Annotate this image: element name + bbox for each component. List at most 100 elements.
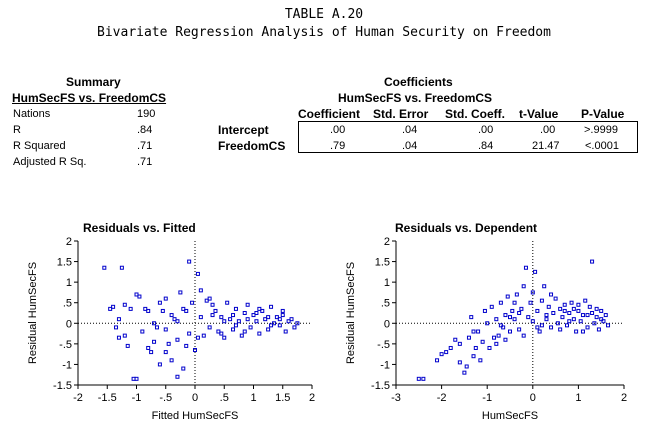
data-point bbox=[594, 306, 599, 311]
data-point bbox=[269, 304, 274, 309]
data-point bbox=[292, 325, 297, 330]
data-point bbox=[567, 319, 572, 324]
x-tick-label: 2 bbox=[309, 392, 315, 404]
residuals-vs-fitted-chart: Residuals vs. Fitted-1.5-1-.50.511.52-2-… bbox=[27, 221, 315, 422]
data-point bbox=[558, 306, 563, 311]
data-point bbox=[198, 288, 203, 293]
y-tick-label: -1.5 bbox=[53, 380, 72, 392]
data-point bbox=[190, 300, 195, 305]
data-point bbox=[549, 325, 554, 330]
data-point bbox=[448, 345, 453, 350]
data-point bbox=[225, 300, 230, 305]
summary-label: R Squared bbox=[13, 140, 66, 152]
data-point bbox=[473, 345, 478, 350]
x-axis-label: HumSecFS bbox=[482, 410, 538, 422]
data-point bbox=[494, 317, 499, 322]
data-point bbox=[585, 325, 590, 330]
data-point bbox=[163, 350, 168, 355]
data-point bbox=[233, 306, 238, 311]
row-label-freedomcs: FreedomCS bbox=[218, 139, 286, 153]
data-point bbox=[178, 290, 183, 295]
table-cell: 21.47 bbox=[532, 140, 560, 152]
data-point bbox=[508, 329, 512, 334]
data-point bbox=[496, 333, 501, 338]
data-point bbox=[571, 317, 576, 322]
y-tick-label: 1.5 bbox=[375, 257, 390, 269]
data-point bbox=[576, 308, 581, 313]
data-point bbox=[119, 265, 124, 270]
data-point bbox=[526, 315, 531, 320]
y-tick-label: 0 bbox=[66, 318, 72, 330]
data-point bbox=[549, 292, 554, 297]
x-tick-label: -1 bbox=[132, 392, 142, 404]
data-point bbox=[122, 333, 127, 338]
residual-plots: Residuals vs. Fitted-1.5-1-.50.511.52-2-… bbox=[27, 221, 627, 422]
y-tick-label: 1 bbox=[66, 277, 72, 289]
data-point bbox=[187, 331, 192, 336]
col-header: t-Value bbox=[519, 107, 559, 121]
data-point bbox=[184, 343, 189, 348]
data-point bbox=[231, 313, 236, 318]
data-point bbox=[280, 313, 285, 318]
data-point bbox=[466, 335, 471, 340]
data-point bbox=[555, 321, 560, 326]
data-point bbox=[242, 329, 247, 334]
x-tick-label: -1.5 bbox=[98, 392, 117, 404]
data-point bbox=[571, 306, 576, 311]
residuals-vs-dependent-chart: Residuals vs. Dependent -1.5 -1 -.5 0 .5 1 1.5 2… bbox=[345, 221, 627, 422]
row-label-intercept: Intercept bbox=[218, 123, 269, 137]
data-point bbox=[175, 374, 180, 379]
data-point bbox=[551, 311, 556, 315]
x-tick-label: 0 bbox=[530, 392, 536, 404]
y-tick-label: 1.5 bbox=[57, 257, 72, 269]
data-point bbox=[519, 306, 524, 311]
data-point bbox=[210, 302, 215, 307]
x-tick-label: -2 bbox=[73, 392, 83, 404]
data-point bbox=[266, 315, 271, 320]
data-point bbox=[585, 313, 590, 318]
data-point bbox=[239, 333, 244, 338]
data-point bbox=[512, 317, 517, 322]
data-point bbox=[562, 308, 567, 313]
data-point bbox=[498, 300, 503, 305]
data-point bbox=[195, 335, 200, 340]
data-point bbox=[157, 362, 162, 367]
table-cell: .79 bbox=[330, 140, 346, 152]
data-point bbox=[254, 311, 259, 315]
x-tick-label: 0 bbox=[192, 392, 198, 404]
coefficients-heading: Coefficients bbox=[384, 75, 453, 89]
data-point bbox=[152, 321, 157, 326]
data-point bbox=[514, 292, 519, 297]
col-header: Std. Error bbox=[373, 107, 429, 121]
data-point bbox=[530, 319, 535, 324]
data-point bbox=[245, 317, 250, 322]
table-cell: >.9999 bbox=[584, 124, 618, 136]
y-axis-label: Residual HumSecFS bbox=[27, 262, 39, 364]
col-header: Coefficient bbox=[298, 107, 361, 121]
data-point bbox=[583, 298, 588, 303]
data-point bbox=[503, 337, 508, 342]
data-point bbox=[233, 323, 238, 328]
data-point bbox=[521, 333, 526, 338]
data-point bbox=[599, 317, 604, 322]
data-point bbox=[222, 319, 227, 324]
data-point bbox=[535, 325, 540, 330]
data-point bbox=[521, 284, 526, 289]
x-tick-label: 1 bbox=[250, 392, 256, 404]
y-tick-label: -.5 bbox=[377, 339, 390, 351]
data-point bbox=[122, 302, 127, 307]
data-point bbox=[175, 319, 180, 324]
y-tick-label: 2 bbox=[384, 236, 390, 248]
data-point bbox=[580, 313, 585, 318]
data-point bbox=[453, 337, 458, 342]
summary-heading: Summary bbox=[66, 75, 121, 89]
data-point bbox=[114, 325, 119, 330]
data-point bbox=[517, 327, 522, 332]
data-point bbox=[228, 317, 233, 322]
data-point bbox=[160, 308, 165, 313]
data-point bbox=[594, 315, 599, 320]
data-point bbox=[257, 306, 262, 311]
data-point bbox=[574, 329, 579, 334]
data-point bbox=[169, 313, 174, 318]
table-cell: .00 bbox=[478, 124, 494, 136]
